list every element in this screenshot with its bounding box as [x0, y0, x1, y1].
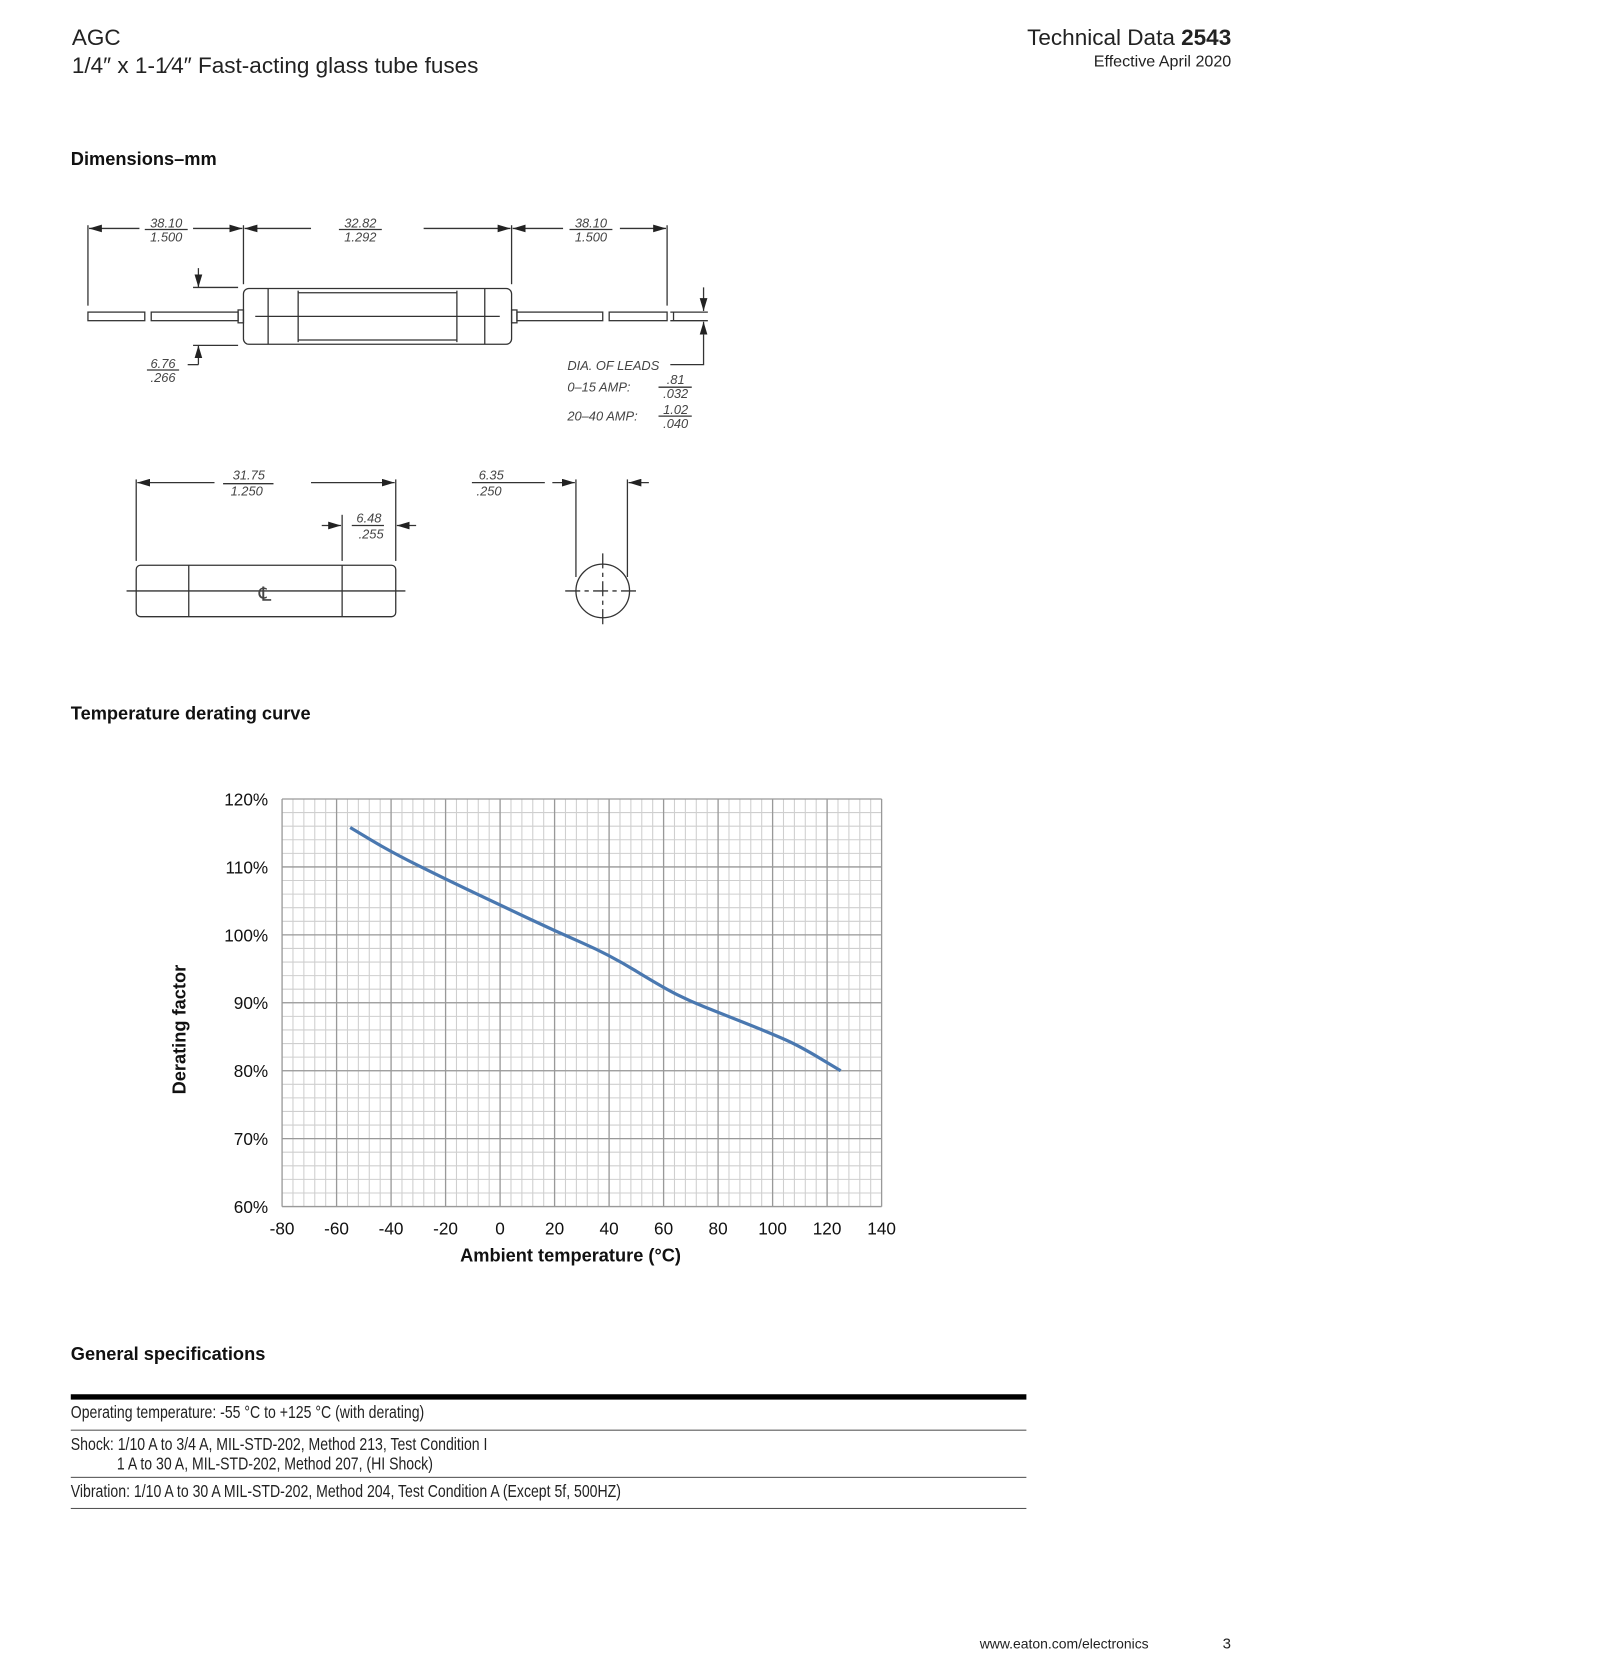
table-row: Vibration: 1/10 A to 30 A MIL-STD-202, M…	[70, 1483, 1027, 1510]
doc-prefix: Technical Data	[1027, 25, 1175, 51]
x-tick-label: 0	[495, 1218, 505, 1238]
amp1-mm: .81	[667, 372, 685, 387]
y-tick-label: 110%	[226, 857, 269, 877]
x-tick-label: 120	[813, 1218, 842, 1238]
doc-number: 2543	[1181, 25, 1232, 51]
amp2-label: 20–40 AMP:	[566, 408, 638, 423]
page-number: 3	[1222, 1634, 1232, 1652]
amp2-in: .040	[663, 416, 689, 431]
section-dimensions: Dimensions–mm	[70, 149, 217, 170]
x-tick-label: -40	[379, 1218, 404, 1238]
dim-lead-right-in: 1.500	[575, 229, 608, 244]
x-axis-label: Ambient temperature (°C)	[460, 1244, 681, 1265]
amp1-label: 0–15 AMP:	[567, 379, 631, 394]
dim-length-mm: 31.75	[233, 467, 266, 482]
centerline-symbol: ℄	[258, 585, 272, 606]
x-tick-label: 60	[654, 1218, 673, 1238]
x-tick-label: 100	[758, 1218, 787, 1238]
y-axis-label: Derating factor	[169, 965, 190, 1095]
y-tick-label: 90%	[234, 993, 268, 1013]
spec-operating-temp: Operating temperature: -55 °C to +125 °C…	[70, 1403, 425, 1423]
spec-shock-line2: 1 A to 30 A, MIL-STD-202, Method 207, (H…	[116, 1455, 433, 1474]
dim-lead-left-mm: 38.10	[150, 215, 183, 230]
derating-curve	[349, 826, 842, 1073]
fuse-side-view	[87, 287, 675, 345]
footer-url[interactable]: www.eaton.com/electronics	[979, 1635, 1149, 1652]
dimension-drawing: 38.10 1.500 32.82 1.292 38.10 1.500 6.76…	[87, 215, 708, 629]
fuse-body-view	[126, 564, 406, 618]
product-subtitle: 1/4″ x 1-1⁄4″ Fast-acting glass tube fus…	[71, 53, 479, 79]
table-top-rule	[70, 1394, 1027, 1400]
table-row: Operating temperature: -55 °C to +125 °C…	[70, 1403, 1027, 1431]
fuse-end-view	[565, 553, 641, 629]
y-tick-label: 80%	[234, 1061, 268, 1081]
y-tick-label: 70%	[234, 1129, 268, 1149]
section-specs: General specifications	[70, 1343, 266, 1365]
doc-title: Technical Data 2543	[1027, 26, 1231, 52]
product-name: AGC	[71, 25, 121, 51]
dim-body-mm: 32.82	[344, 215, 376, 230]
x-tick-label: -60	[324, 1218, 349, 1238]
spec-vibration: Vibration: 1/10 A to 30 A MIL-STD-202, M…	[70, 1483, 621, 1502]
dim-length-in: 1.250	[231, 483, 264, 498]
x-tick-label: 140	[867, 1218, 896, 1238]
x-tick-label: -80	[270, 1218, 295, 1238]
dim-cap-dia-mm: 6.76	[151, 356, 177, 371]
x-tick-label: 40	[600, 1218, 619, 1238]
dim-dia-mm: 6.35	[479, 467, 505, 482]
x-tick-label: 20	[545, 1218, 564, 1238]
y-tick-label: 120%	[224, 789, 268, 809]
x-tick-label: 80	[709, 1218, 728, 1238]
spec-shock-line1: Shock: 1/10 A to 3/4 A, MIL-STD-202, Met…	[70, 1436, 488, 1455]
dim-dia-in: .250	[477, 483, 503, 498]
dim-cap-dia-in: .266	[151, 370, 177, 385]
dim-cap-len-in: .255	[359, 526, 385, 541]
dim-body-in: 1.292	[344, 229, 376, 244]
derating-chart: -80 -60 -40 -20 0 20 40 60 80 100 120 140 60% 70% 80% 9…	[169, 789, 896, 1265]
x-tick-label: -20	[433, 1218, 458, 1238]
amp1-in: .032	[663, 386, 688, 401]
dim-lead-left-in: 1.500	[150, 229, 183, 244]
dim-cap-len-mm: 6.48	[356, 510, 382, 525]
section-derating: Temperature derating curve	[70, 703, 311, 724]
dim-lead-right-mm: 38.10	[575, 215, 608, 230]
effective-date: Effective April 2020	[1093, 52, 1232, 71]
y-tick-label: 60%	[234, 1197, 268, 1217]
y-tick-label: 100%	[224, 925, 268, 945]
amp2-mm: 1.02	[663, 402, 688, 417]
table-row: Shock: 1/10 A to 3/4 A, MIL-STD-202, Met…	[70, 1436, 1027, 1478]
lead-dia-label: DIA. OF LEADS	[567, 358, 659, 373]
